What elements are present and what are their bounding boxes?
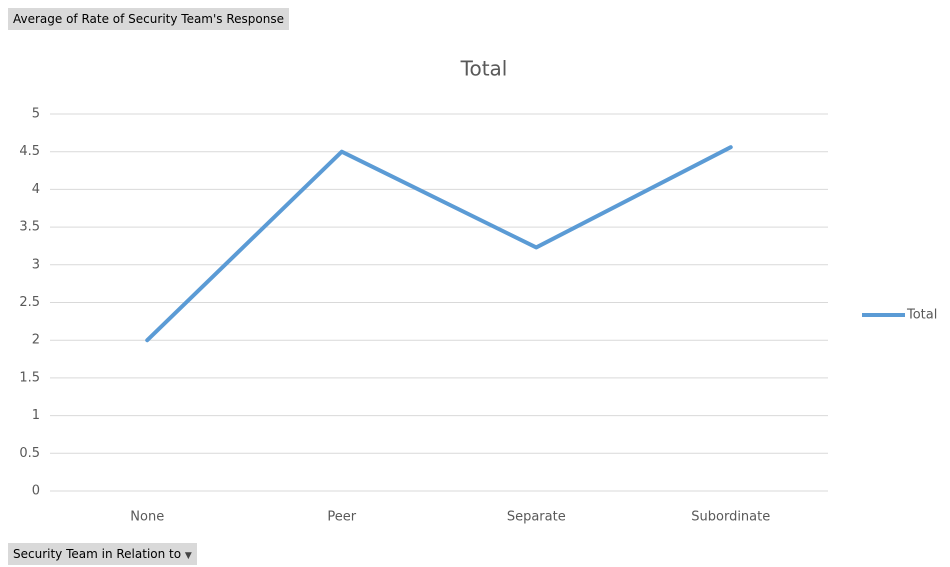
- chart-title: Total: [460, 57, 508, 81]
- y-tick-label: 2.5: [19, 295, 40, 310]
- x-tick-label: Subordinate: [691, 510, 770, 525]
- y-tick-label: 0.5: [19, 446, 40, 461]
- y-tick-label: 2: [32, 333, 40, 348]
- y-tick-label: 5: [32, 107, 40, 122]
- y-tick-label: 1.5: [19, 370, 40, 385]
- axis-field-label: Security Team in Relation to: [13, 547, 182, 561]
- x-tick-label: None: [130, 510, 164, 525]
- x-tick-label: Separate: [507, 510, 566, 525]
- values-field-button[interactable]: Average of Rate of Security Team's Respo…: [8, 8, 289, 30]
- values-field-label: Average of Rate of Security Team's Respo…: [13, 12, 284, 26]
- y-tick-label: 4: [32, 182, 40, 197]
- x-tick-label: Peer: [327, 510, 356, 525]
- legend-label: Total: [906, 308, 937, 323]
- y-tick-label: 0: [32, 484, 40, 499]
- y-tick-label: 4.5: [19, 144, 40, 159]
- axis-field-button[interactable]: Security Team in Relation to ▼: [8, 543, 197, 565]
- y-tick-label: 3: [32, 257, 40, 272]
- y-tick-label: 3.5: [19, 220, 40, 235]
- dropdown-arrow: ▼: [184, 551, 192, 561]
- y-tick-label: 1: [32, 408, 40, 423]
- line-series: [145, 145, 733, 343]
